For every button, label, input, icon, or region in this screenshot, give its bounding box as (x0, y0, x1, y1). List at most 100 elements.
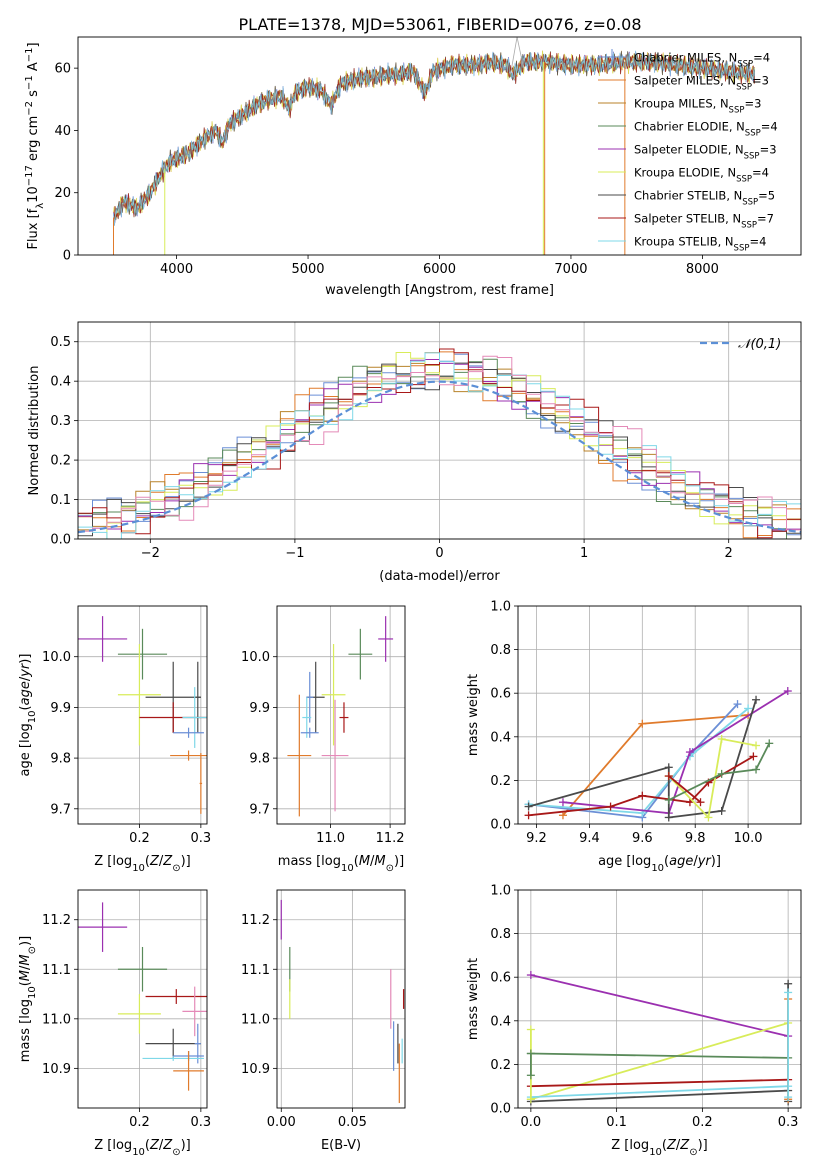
plot-area-age-vs-mass (277, 606, 405, 824)
axes-frame (276, 605, 406, 825)
plot-area-mass-weight-vs-Z (518, 890, 801, 1108)
plot-area-mass-vs-ebv (277, 890, 405, 1108)
y-tick-label: 10.9 (241, 1062, 270, 1077)
legend-label: Salpeter MILES, NSSP=3 (634, 74, 769, 93)
y-tick-label: 9.7 (249, 802, 270, 817)
legend-label: Salpeter ELODIE, NSSP=3 (634, 143, 777, 162)
y-tick-label: 60 (54, 62, 71, 77)
x-tick-label: 7000 (554, 262, 587, 277)
axis-label: Z [log10(Z/Z⊙)] (94, 854, 191, 874)
y-tick-label: 9.9 (249, 701, 270, 716)
axes-frame (77, 889, 208, 1109)
x-tick-label: 9.2 (526, 831, 547, 846)
mass-weight-line (668, 775, 702, 803)
spectrum-line (113, 51, 756, 220)
mass-weight-line (530, 1085, 789, 1098)
x-tick-label: 5000 (291, 262, 324, 277)
axis-label: age [log10(age/yr)] (18, 654, 38, 777)
x-tick-label: 0.3 (191, 831, 212, 846)
y-tick-label: 10.9 (42, 1062, 71, 1077)
x-tick-label: 10.0 (734, 831, 763, 846)
y-tick-label: 1.0 (490, 884, 511, 899)
axis-label: Z [log10(Z/Z⊙)] (94, 1138, 191, 1158)
y-tick-label: 0.2 (490, 774, 511, 789)
x-tick-label: −2 (141, 546, 160, 561)
y-tick-label: 0.5 (50, 335, 71, 350)
y-axis-label: mass weight (466, 958, 481, 1040)
panel-age-vs-mass: 11.0 11.2 9.7 9.8 9.9 10.0 mass [log10(M/M⊙)] (241, 605, 406, 874)
x-tick-label: 11.0 (316, 831, 345, 846)
panel-residual-hist: −2 −1 0 1 2 0.0 0.1 0.2 0.3 0.4 0.5 (data-model)/er… (27, 321, 802, 584)
mass-weight-line (530, 1089, 789, 1103)
y-tick-label: 0.1 (50, 493, 71, 508)
y-tick-label: 11.0 (241, 1012, 270, 1027)
x-tick-label: 0.2 (129, 831, 150, 846)
x-tick-label: 0 (435, 546, 443, 561)
x-tick-label: 0.0 (521, 1115, 542, 1130)
y-tick-label: 9.9 (50, 701, 71, 716)
x-tick-label: 9.4 (579, 831, 600, 846)
legend-label: Kroupa ELODIE, NSSP=4 (634, 166, 769, 185)
y-tick-label: 40 (54, 124, 71, 139)
x-tick-label: 9.6 (632, 831, 653, 846)
x-tick-label: 8000 (686, 262, 719, 277)
axis-label: age [log10(age/yr)] (598, 854, 721, 874)
legend-label: Chabrier MILES, NSSP=4 (634, 51, 770, 70)
x-tick-label: 6000 (423, 262, 456, 277)
x-tick-label: 0.05 (338, 1115, 367, 1130)
mass-weight-line (562, 690, 789, 815)
y-tick-label: 0.0 (50, 533, 71, 548)
legend-label: Chabrier STELIB, NSSP=5 (634, 189, 775, 208)
panel-spectrum: 4000 5000 6000 7000 8000 0 20 40 60 wavelength [A… (24, 36, 802, 298)
panel-mass-vs-ebv: 0.00 0.05 10.9 11.0 11.1 11.2 E(B-V) (241, 889, 406, 1153)
x-tick-label: 0.3 (191, 1115, 212, 1130)
spectrum-line (113, 50, 756, 227)
x-tick-label: 1 (580, 546, 588, 561)
y-tick-label: 11.1 (241, 963, 270, 978)
mass-weight-line (530, 1078, 789, 1088)
mass-weight-line (530, 974, 789, 1037)
y-tick-label: 1.0 (490, 600, 511, 615)
emission-spike (510, 37, 525, 75)
panel-age-vs-Z: 0.2 0.3 9.7 9.8 9.9 10.0 Z [log10(Z/Z⊙)] age [l… (18, 605, 212, 874)
x-tick-label: 0.2 (129, 1115, 150, 1130)
mass-weight-line (530, 1052, 789, 1059)
y-tick-label: 0.0 (490, 1102, 511, 1117)
axes-frame (77, 605, 208, 825)
axes-frame (276, 889, 406, 1109)
y-tick-label: 0 (63, 249, 71, 264)
legend-label: Chabrier ELODIE, NSSP=4 (634, 120, 778, 139)
histogram-step (78, 355, 801, 532)
mass-weight-line (530, 1022, 789, 1101)
axes-frame (77, 36, 802, 256)
axis-label: Flux [fλ10−17 erg cm−2 s−1 A−1] (24, 42, 46, 249)
y-tick-label: 10.0 (241, 650, 270, 665)
axes-frame (77, 321, 802, 540)
x-tick-label: 4000 (160, 262, 193, 277)
axes-frame (517, 605, 802, 825)
x-tick-label: 11.2 (376, 831, 405, 846)
axis-label: mass [log10(M/M⊙)] (18, 936, 38, 1062)
y-axis-label: mass weight (466, 674, 481, 756)
y-tick-label: 11.2 (241, 913, 270, 928)
plot-area-mass-vs-Z (78, 890, 207, 1108)
plot-area-mass-weight-vs-age (518, 606, 801, 824)
panel-mass-weight-vs-age: 9.2 9.4 9.6 9.8 10.0 0.0 0.2 0.4 0.6 0.8 1.0 age [l… (466, 600, 802, 874)
y-tick-label: 0.0 (490, 818, 511, 833)
x-axis-label: (data-model)/error (379, 569, 500, 584)
axes-frame (517, 889, 802, 1109)
y-tick-label: 20 (54, 186, 71, 201)
y-tick-label: 0.6 (490, 687, 511, 702)
legend-label: Kroupa MILES, NSSP=3 (634, 97, 761, 116)
mass-weight-line (668, 742, 771, 801)
axis-label: mass [log10(M/M⊙)] (278, 854, 404, 874)
x-axis-label: E(B-V) (321, 1138, 361, 1153)
y-tick-label: 0.8 (490, 643, 511, 658)
plot-area-residual-hist (78, 322, 801, 539)
plot-area-spectrum (112, 37, 756, 255)
plot-area-age-vs-Z (78, 606, 207, 824)
x-tick-label: −1 (285, 546, 304, 561)
histogram-step (78, 348, 801, 539)
mass-weight-line (668, 737, 757, 820)
